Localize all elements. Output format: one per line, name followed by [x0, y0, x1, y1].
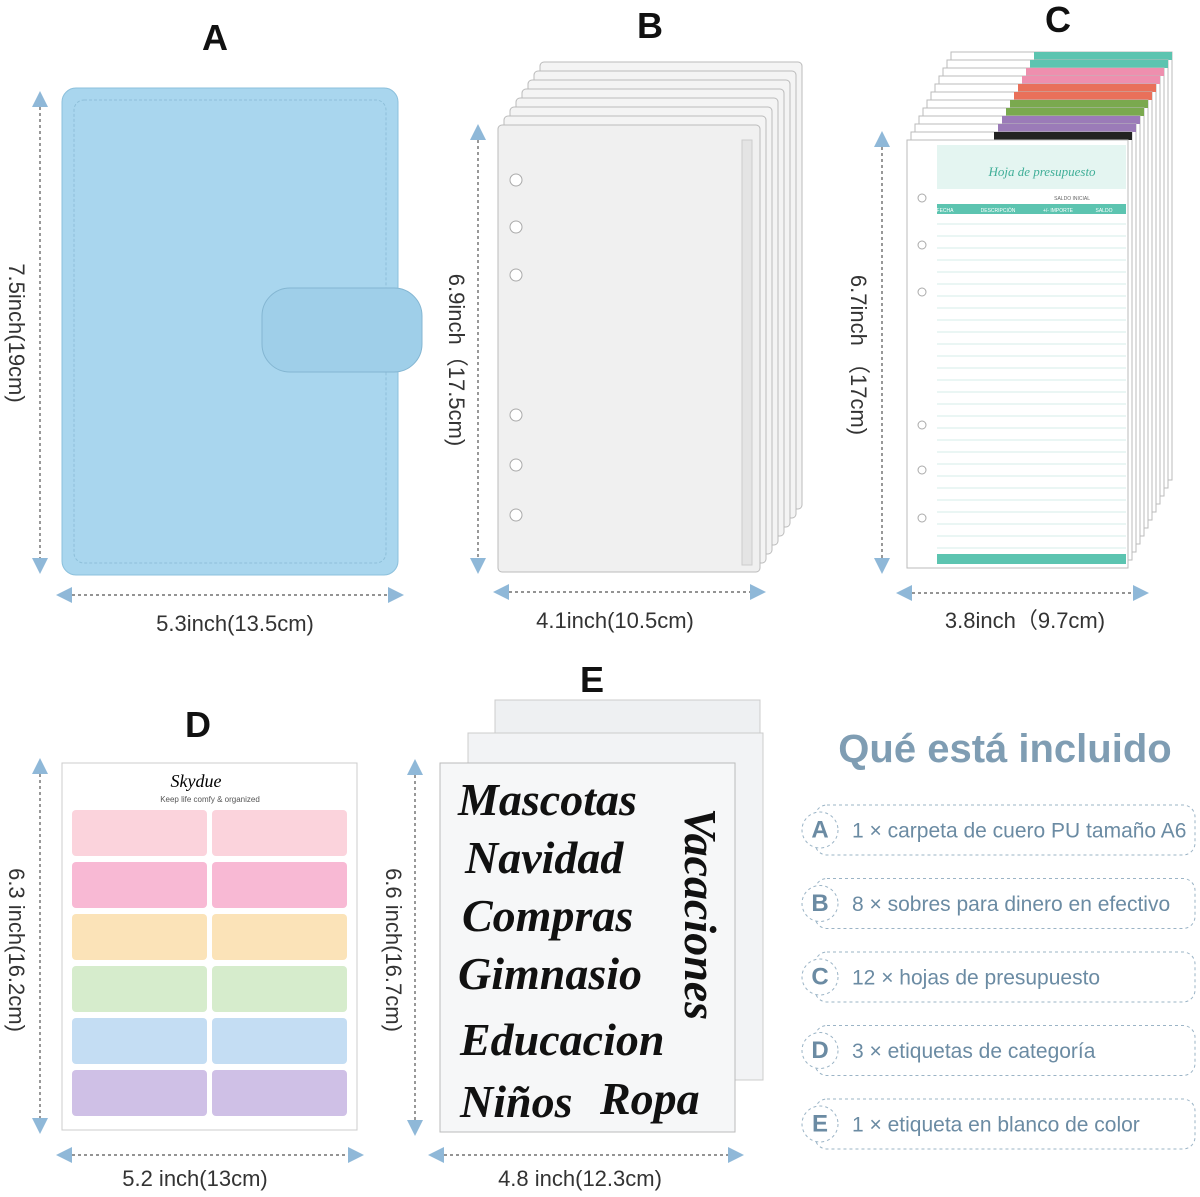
- item-text: 1 × carpeta de cuero PU tamaño A6: [852, 820, 1186, 843]
- item-badge: [801, 885, 839, 922]
- label-slot: [212, 810, 347, 856]
- punch-hole: [509, 458, 523, 472]
- binder-stitch: [73, 99, 387, 564]
- item-letter: B: [811, 890, 828, 917]
- sheet-title: Hoja de presupuesto: [987, 164, 1096, 179]
- sticker: Gimnasio: [458, 948, 642, 999]
- sticker: Compras: [462, 890, 633, 941]
- height-label: 6.7inch （17cm): [846, 275, 871, 435]
- sheet-tab: [1018, 84, 1156, 92]
- sticker: Ropa: [599, 1073, 700, 1124]
- item-letter: A: [811, 816, 828, 843]
- item-letter: D: [811, 1037, 828, 1064]
- tagline: Keep life comfy & organized: [160, 795, 260, 804]
- punch-hole: [917, 465, 927, 475]
- balance-label: SALDO INICIAL: [1054, 196, 1090, 202]
- sticker: Mascotas: [457, 774, 637, 825]
- sticker: Navidad: [464, 832, 624, 883]
- arrow-head: [407, 759, 423, 1136]
- arrow-head: [32, 758, 48, 1134]
- panel-letter: D: [185, 704, 211, 745]
- sheet-tab: [1014, 92, 1152, 100]
- sticker-sheet: [439, 762, 736, 1133]
- label-slot: [72, 1070, 207, 1116]
- label-slot: [72, 966, 207, 1012]
- binder-strap: [261, 287, 423, 373]
- height-label: 7.5inch(19cm): [4, 263, 29, 402]
- item-text: 1 × etiqueta en blanco de color: [852, 1114, 1140, 1137]
- sheet-tab: [994, 132, 1132, 140]
- item-badge: [801, 958, 839, 996]
- envelope: [497, 124, 761, 573]
- width-label: 5.2 inch(13cm): [122, 1166, 268, 1191]
- item-text: 3 × etiquetas de categoría: [852, 1040, 1096, 1063]
- punch-hole: [509, 508, 523, 522]
- sheet-footer: [937, 554, 1126, 564]
- sheet-tab: [998, 124, 1136, 132]
- punch-hole: [509, 408, 523, 422]
- sheet-tab: [1026, 68, 1164, 76]
- punch-hole: [917, 287, 927, 297]
- punch-hole: [509, 220, 523, 234]
- width-label: 5.3inch(13.5cm): [156, 611, 314, 636]
- item-letter: E: [812, 1110, 828, 1137]
- punch-hole: [509, 268, 523, 282]
- panel-letter: B: [637, 5, 663, 46]
- sheet-tab: [1002, 116, 1140, 124]
- punch-hole: [917, 240, 927, 250]
- sheet-tab: [1022, 76, 1160, 84]
- width-label: 4.1inch(10.5cm): [536, 608, 694, 633]
- label-slot: [212, 1070, 347, 1116]
- label-slot: [212, 1018, 347, 1064]
- sheet-tab: [1034, 52, 1172, 60]
- height-label: 6.6 inch(16.7cm): [381, 868, 406, 1032]
- sheet-tab: [1006, 108, 1144, 116]
- sheet-tab: [1010, 100, 1148, 108]
- included-title: Qué está incluido: [838, 727, 1171, 771]
- label-slot: [72, 810, 207, 856]
- sticker: Educacion: [459, 1014, 664, 1065]
- column-label: DESCRIPCIÓN: [981, 207, 1016, 214]
- item-text: 12 × hojas de presupuesto: [852, 967, 1100, 990]
- item-text: 8 × sobres para dinero en efectivo: [852, 893, 1170, 916]
- column-header: [937, 204, 1126, 214]
- panel-letter: E: [580, 659, 604, 700]
- panel-letter: C: [1045, 0, 1071, 40]
- sticker: Niños: [459, 1076, 572, 1127]
- label-slot: [212, 966, 347, 1012]
- column-label: FECHA: [937, 208, 955, 214]
- width-label: 4.8 inch(12.3cm): [498, 1166, 662, 1191]
- sheet-tab: [1030, 60, 1168, 68]
- brand: Skydue: [171, 771, 222, 791]
- punch-hole: [509, 173, 523, 187]
- panel-letter: A: [202, 17, 228, 58]
- label-slot: [72, 862, 207, 908]
- item-badge: [801, 1032, 839, 1069]
- punch-hole: [917, 513, 927, 523]
- item-badge: [801, 811, 839, 849]
- width-label: 3.8inch（9.7cm): [945, 608, 1105, 633]
- height-label: 6.3 inch(16.2cm): [4, 868, 29, 1032]
- sticker: Vacaciones: [675, 808, 726, 1020]
- punch-hole: [917, 193, 927, 203]
- label-slot: [212, 914, 347, 960]
- item-letter: C: [811, 963, 828, 990]
- item-badge: [801, 1105, 839, 1143]
- label-slot: [72, 914, 207, 960]
- height-label: 6.9inch（17.5cm): [444, 274, 469, 446]
- punch-hole: [917, 420, 927, 430]
- column-label: SALDO: [1096, 208, 1113, 214]
- zipper: [741, 139, 753, 566]
- label-slot: [212, 862, 347, 908]
- label-slot: [72, 1018, 207, 1064]
- sheet-header: [937, 145, 1126, 189]
- column-label: +/- IMPORTE: [1043, 208, 1074, 214]
